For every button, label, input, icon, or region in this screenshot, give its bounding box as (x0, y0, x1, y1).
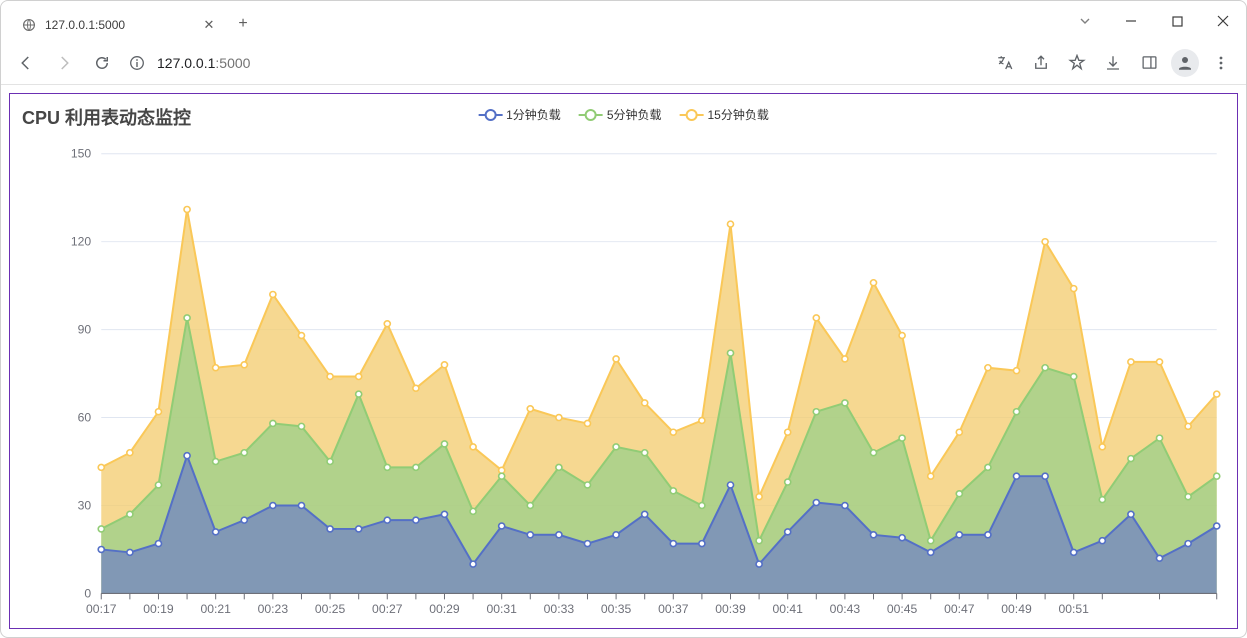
minimize-button[interactable] (1108, 1, 1154, 41)
svg-text:00:23: 00:23 (258, 602, 289, 616)
legend-label: 5分钟负载 (607, 106, 662, 123)
titlebar: 127.0.0.1:5000 ✕ + (1, 1, 1246, 41)
svg-text:120: 120 (71, 235, 92, 249)
svg-text:00:21: 00:21 (200, 602, 231, 616)
browser-window: 127.0.0.1:5000 ✕ + 127.0.0.1:5000 (0, 0, 1247, 638)
svg-text:00:45: 00:45 (887, 602, 918, 616)
svg-text:00:29: 00:29 (429, 602, 460, 616)
reload-button[interactable] (85, 46, 119, 80)
maximize-button[interactable] (1154, 1, 1200, 41)
legend-label: 15分钟负载 (708, 106, 769, 123)
bookmark-icon[interactable] (1060, 46, 1094, 80)
tab-title: 127.0.0.1:5000 (45, 18, 193, 32)
new-tab-button[interactable]: + (229, 7, 257, 41)
legend-marker-icon (680, 110, 704, 120)
legend-item-1min[interactable]: 1分钟负载 (478, 106, 561, 123)
avatar-icon (1171, 49, 1199, 77)
svg-text:00:25: 00:25 (315, 602, 346, 616)
svg-text:00:31: 00:31 (486, 602, 517, 616)
site-info-icon[interactable] (129, 55, 145, 71)
legend-item-15min[interactable]: 15分钟负载 (680, 106, 769, 123)
svg-text:00:39: 00:39 (715, 602, 746, 616)
svg-text:90: 90 (78, 323, 92, 337)
page-content: CPU 利用表动态监控 1分钟负载 5分钟负载 15分钟负载 0 30 60 90 12… (1, 85, 1246, 637)
svg-text:00:41: 00:41 (772, 602, 803, 616)
translate-icon[interactable] (988, 46, 1022, 80)
svg-text:00:43: 00:43 (830, 602, 861, 616)
window-controls (1062, 1, 1246, 41)
svg-text:00:35: 00:35 (601, 602, 632, 616)
share-icon[interactable] (1024, 46, 1058, 80)
legend-item-5min[interactable]: 5分钟负载 (579, 106, 662, 123)
svg-text:00:19: 00:19 (143, 602, 174, 616)
tab-overflow-icon[interactable] (1062, 1, 1108, 41)
back-button[interactable] (9, 46, 43, 80)
address-bar[interactable]: 127.0.0.1:5000 (129, 46, 978, 80)
chart-card: CPU 利用表动态监控 1分钟负载 5分钟负载 15分钟负载 0 30 60 90 12… (9, 93, 1238, 629)
forward-button[interactable] (47, 46, 81, 80)
legend-marker-icon (478, 110, 502, 120)
close-window-button[interactable] (1200, 1, 1246, 41)
svg-text:00:17: 00:17 (86, 602, 117, 616)
browser-toolbar: 127.0.0.1:5000 (1, 41, 1246, 85)
profile-button[interactable] (1168, 46, 1202, 80)
svg-text:00:33: 00:33 (544, 602, 575, 616)
globe-icon (21, 17, 37, 33)
url-host: 127.0.0.1 (157, 55, 215, 71)
svg-text:00:27: 00:27 (372, 602, 403, 616)
download-icon[interactable] (1096, 46, 1130, 80)
panel-icon[interactable] (1132, 46, 1166, 80)
svg-text:00:49: 00:49 (1001, 602, 1032, 616)
legend: 1分钟负载 5分钟负载 15分钟负载 (478, 106, 769, 123)
chart-plot: 0 30 60 90 120 150 00:17 00:19 00:21 00:23 00:25 00… (10, 134, 1237, 628)
svg-text:00:51: 00:51 (1059, 602, 1090, 616)
chart-title: CPU 利用表动态监控 (22, 104, 191, 130)
url-port: :5000 (215, 55, 250, 71)
svg-text:00:47: 00:47 (944, 602, 975, 616)
svg-text:00:37: 00:37 (658, 602, 689, 616)
chart-svg: 0 30 60 90 120 150 00:17 00:19 00:21 00:23 00:25 00… (10, 134, 1237, 628)
svg-text:0: 0 (84, 587, 91, 601)
close-tab-icon[interactable]: ✕ (201, 17, 217, 33)
legend-label: 1分钟负载 (506, 106, 561, 123)
browser-tab[interactable]: 127.0.0.1:5000 ✕ (9, 7, 229, 41)
svg-text:60: 60 (78, 411, 92, 425)
svg-text:150: 150 (71, 147, 92, 161)
menu-button[interactable] (1204, 46, 1238, 80)
svg-text:30: 30 (78, 499, 92, 513)
legend-marker-icon (579, 110, 603, 120)
